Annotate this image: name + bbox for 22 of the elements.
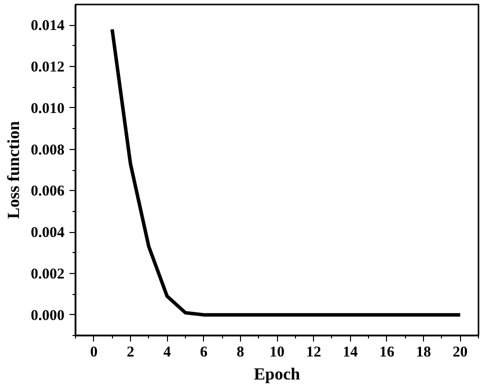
x-tick-label: 4 <box>163 344 172 360</box>
y-tick-label: 0.010 <box>30 100 64 117</box>
y-tick-label: 0.004 <box>30 225 65 242</box>
x-tick-label: 20 <box>452 344 468 360</box>
y-tick-label: 0.012 <box>30 60 64 76</box>
x-tick-label: 16 <box>379 344 395 360</box>
y-axis-title: Loss function <box>4 120 23 219</box>
line-series <box>110 28 462 317</box>
x-tick-label: 12 <box>306 344 322 360</box>
x-tick-label: 8 <box>236 344 244 360</box>
x-tick-label: 14 <box>342 344 358 360</box>
x-axis-title: Epoch <box>254 364 301 384</box>
y-tick-label: 0.006 <box>30 184 65 200</box>
y-tick-label: 0.008 <box>30 142 64 158</box>
x-tick-label: 6 <box>200 344 208 360</box>
y-tick-label: 0.014 <box>30 18 65 34</box>
y-tick-label: 0.000 <box>30 308 64 324</box>
x-tick-label: 2 <box>126 344 134 360</box>
y-tick-label: 0.002 <box>30 266 64 282</box>
x-tick-label: 18 <box>416 344 432 360</box>
x-tick-label: 0 <box>90 344 98 360</box>
x-tick-label: 10 <box>270 344 284 360</box>
